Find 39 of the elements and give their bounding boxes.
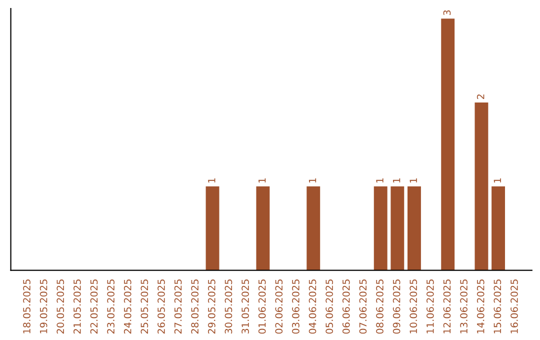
- x-tick-label: 19.05.2025: [40, 279, 48, 334]
- x-tick-label: 12.06.2025: [443, 279, 451, 334]
- x-tick-label: 02.06.2025: [275, 279, 283, 334]
- x-tick-label: 13.06.2025: [460, 279, 468, 334]
- x-tick-label: 01.06.2025: [258, 279, 266, 334]
- x-tick-label: 05.06.2025: [326, 279, 334, 334]
- data-label: 2: [476, 94, 484, 99]
- x-tick-label: 18.05.2025: [23, 279, 30, 334]
- data-label: 1: [376, 178, 384, 183]
- x-tick-label: 30.05.2025: [224, 279, 232, 334]
- x-tick-label: 15.06.2025: [494, 279, 502, 334]
- x-tick-label: 07.06.2025: [359, 279, 367, 334]
- x-tick-label: 29.05.2025: [208, 279, 216, 334]
- x-tick-label: 26.05.2025: [158, 279, 165, 334]
- x-tick-label: 22.05.2025: [90, 279, 98, 334]
- x-tick-label: 09.06.2025: [392, 279, 400, 334]
- x-tick-label: 21.05.2025: [74, 279, 81, 334]
- x-tick-label: 06.06.2025: [342, 279, 350, 334]
- x-tick-label: 14.06.2025: [476, 279, 484, 334]
- x-tick-label: 28.05.2025: [191, 279, 199, 334]
- data-label: 1: [208, 178, 216, 183]
- x-tick-label: 04.06.2025: [308, 279, 316, 334]
- data-label: 3: [443, 10, 451, 16]
- x-tick-label: 03.06.2025: [292, 279, 300, 334]
- x-tick-label: 11.06.2025: [426, 279, 434, 334]
- x-tick-label: 08.06.2025: [376, 279, 384, 334]
- x-tick-label: 27.05.2025: [174, 279, 182, 334]
- x-tick-label: 25.05.2025: [140, 279, 148, 334]
- x-tick-label: 23.05.2025: [107, 279, 114, 334]
- data-label: 1: [258, 178, 266, 183]
- x-tick-label: 31.05.2025: [242, 279, 249, 334]
- x-tick-label: 20.05.2025: [56, 279, 64, 334]
- x-tick-label: 16.06.2025: [510, 279, 518, 334]
- data-label: 1: [410, 178, 417, 183]
- data-label: 1: [393, 178, 400, 183]
- data-label: 1: [308, 178, 316, 183]
- data-label: 1: [494, 178, 501, 183]
- x-tick-label: 24.05.2025: [124, 279, 132, 334]
- x-tick-label: 10.06.2025: [410, 279, 418, 334]
